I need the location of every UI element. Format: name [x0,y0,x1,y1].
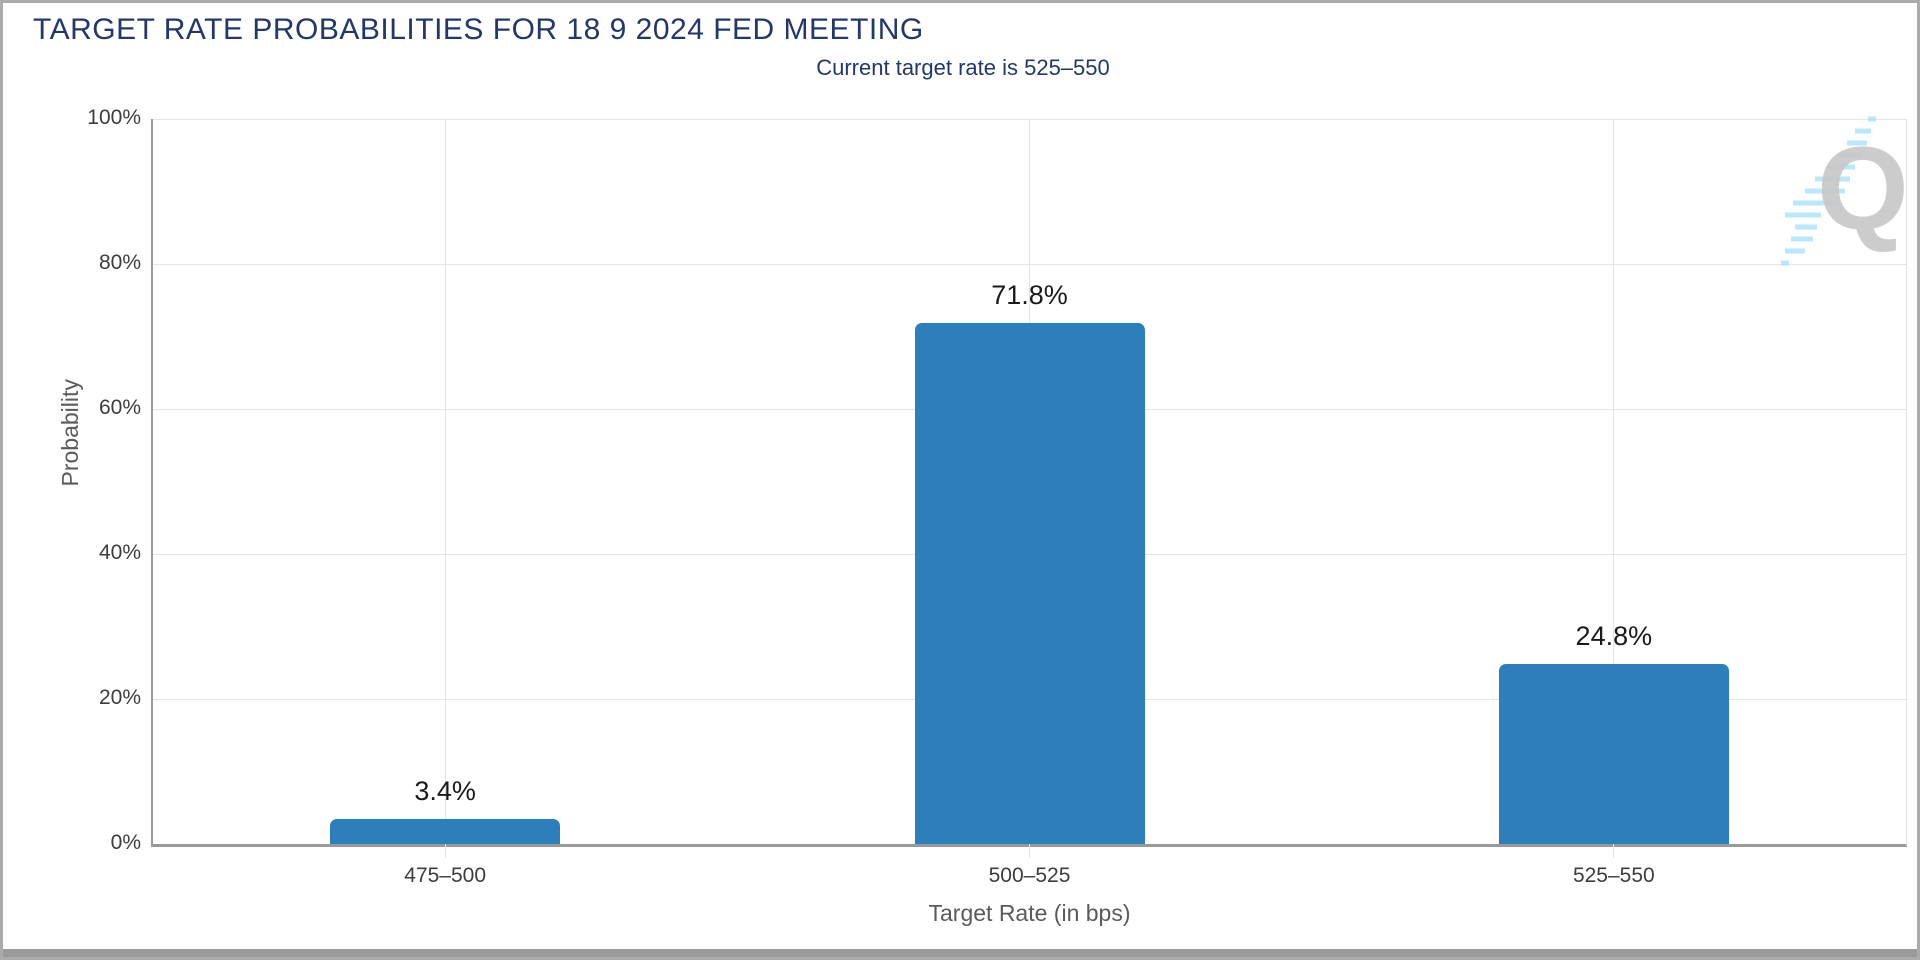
bar-value-label: 3.4% [414,776,476,807]
x-axis-title: Target Rate (in bps) [928,900,1131,926]
bar-value-label: 71.8% [991,280,1068,311]
chart-title: TARGET RATE PROBABILITIES FOR 18 9 2024 … [33,13,924,46]
bar-475–500[interactable] [330,819,561,844]
y-tick-label: 60% [98,396,141,419]
y-tick-label: 20% [98,686,141,709]
plot-area: 0% 20% 40% 60% 80% 100% 3.4% 475–500 71.8% 500–5… [87,106,1907,926]
chart-subtitle: Current target rate is 525–550 [816,55,1110,80]
logo-watermark-q-icon: Q [1781,116,1905,266]
horizontal-scrollbar[interactable] [3,949,1917,957]
x-tick-label: 525–550 [1572,864,1655,887]
y-tick-label: 100% [87,106,141,129]
y-tick-label: 40% [98,541,141,564]
x-gridline [1613,119,1615,858]
x-gridline [444,119,446,858]
bar-value-label: 24.8% [1575,621,1653,652]
watermark-letter: Q [1817,123,1905,255]
y-tick-label: 80% [98,251,141,274]
bar-500–525[interactable] [914,323,1145,844]
bar-525–550[interactable] [1498,664,1729,844]
y-tick-label: 0% [110,831,141,854]
x-tick-label: 500–525 [988,864,1071,887]
x-tick-label: 475–500 [404,864,487,887]
